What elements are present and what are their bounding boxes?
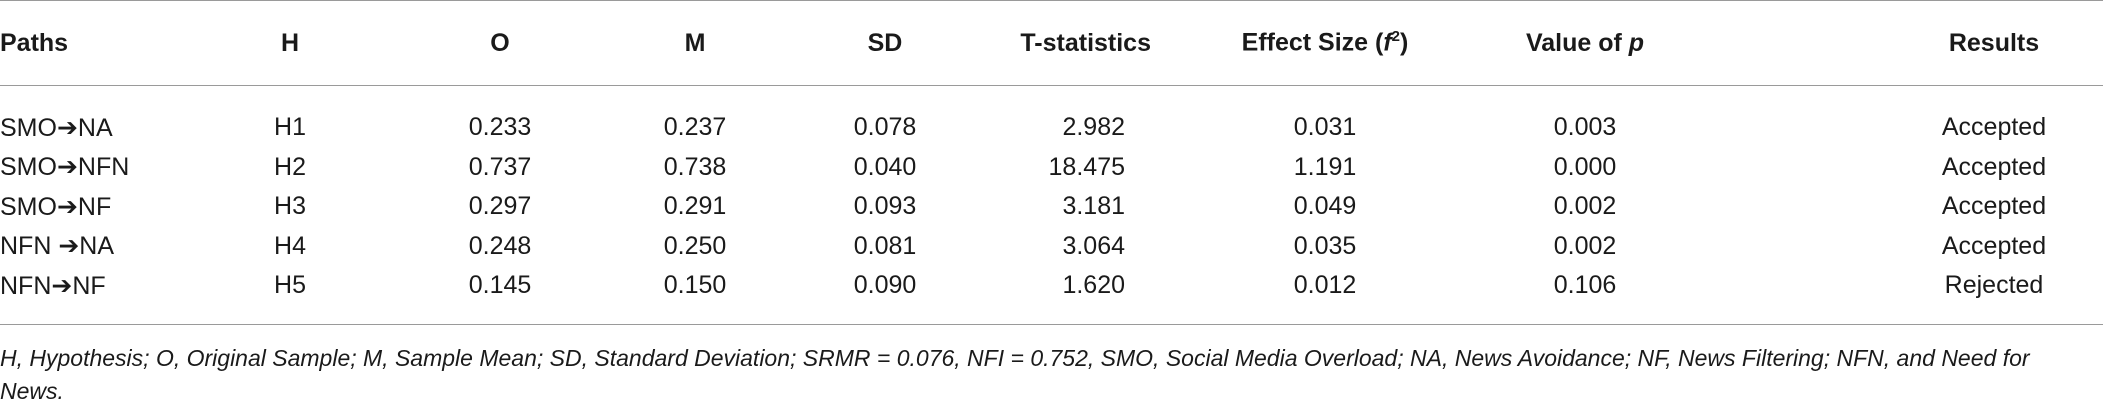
cell-h: H4 xyxy=(274,231,306,260)
cell-t-statistics: 3.064 xyxy=(1062,231,1125,260)
header-m: M xyxy=(560,0,750,86)
cell-path: NFN ➔NA xyxy=(0,227,230,267)
cell-result: Accepted xyxy=(1941,231,2047,260)
results-table: Paths H O M SD T-statistics Effect Size … xyxy=(0,0,2103,325)
cell-effect-size: 0.031 xyxy=(1293,113,1357,142)
path-from: SMO xyxy=(0,113,57,142)
header-t-statistics: T-statistics xyxy=(940,0,1155,86)
path-arrow-icon: ➔ xyxy=(56,113,78,142)
path-from: NFN xyxy=(0,232,59,261)
path-to: NA xyxy=(79,232,115,261)
path-from: SMO xyxy=(0,192,57,221)
cell-t-statistics: 3.181 xyxy=(1062,192,1125,221)
cell-m: 0.237 xyxy=(663,113,727,142)
path-to: NF xyxy=(72,271,106,300)
path-from: SMO xyxy=(0,153,57,182)
cell-h: H3 xyxy=(274,192,306,221)
cell-path: SMO➔NFN xyxy=(0,148,230,188)
table-row: NFN➔NF H5 0.145 0.150 0.090 1.620 0.012 0.106 Re… xyxy=(0,266,2103,325)
cell-t-statistics: 1.620 xyxy=(940,266,1155,325)
cell-m: 0.150 xyxy=(560,266,750,325)
path-to: NFN xyxy=(77,153,130,182)
cell-o: 0.737 xyxy=(468,152,532,181)
path-arrow-icon: ➔ xyxy=(56,192,78,221)
cell-effect-size: 1.191 xyxy=(1293,152,1357,181)
path-arrow-icon: ➔ xyxy=(51,271,73,300)
cell-effect-size: 0.035 xyxy=(1293,231,1357,260)
cell-sd: 0.078 xyxy=(853,113,917,142)
header-effect-size: Effect Size (f2) xyxy=(1155,0,1455,86)
cell-sd: 0.090 xyxy=(750,266,940,325)
header-value-of-p: Value of p xyxy=(1455,0,1685,86)
cell-t-statistics: 2.982 xyxy=(1062,113,1125,142)
cell-t-statistics: 18.475 xyxy=(1048,152,1125,181)
cell-o: 0.248 xyxy=(468,231,532,260)
path-to: NA xyxy=(77,113,113,142)
cell-o: 0.233 xyxy=(468,113,532,142)
cell-value-of-p: 0.002 xyxy=(1553,231,1617,260)
cell-result: Accepted xyxy=(1941,113,2047,142)
cell-value-of-p: 0.106 xyxy=(1455,266,1685,325)
cell-path: SMO➔NA xyxy=(0,86,230,148)
header-paths: Paths xyxy=(0,0,230,86)
cell-m: 0.738 xyxy=(663,152,727,181)
cell-sd: 0.093 xyxy=(853,192,917,221)
table-row: SMO➔NF H3 0.297 0.291 0.093 3.181 0.049 0.002 Ac… xyxy=(0,187,2103,227)
cell-o: 0.145 xyxy=(350,266,560,325)
cell-m: 0.250 xyxy=(663,231,727,260)
cell-h: H1 xyxy=(274,113,306,142)
cell-o: 0.297 xyxy=(468,192,532,221)
cell-effect-size: 0.012 xyxy=(1155,266,1455,325)
cell-result: Accepted xyxy=(1941,152,2047,181)
header-o: O xyxy=(350,0,560,86)
cell-sd: 0.081 xyxy=(853,231,917,260)
cell-sd: 0.040 xyxy=(853,152,917,181)
path-arrow-icon: ➔ xyxy=(58,232,80,261)
header-row: Paths H O M SD T-statistics Effect Size … xyxy=(0,0,2103,86)
cell-result: Rejected xyxy=(1685,266,2103,325)
cell-value-of-p: 0.003 xyxy=(1553,113,1617,142)
cell-value-of-p: 0.000 xyxy=(1553,152,1617,181)
cell-m: 0.291 xyxy=(663,192,727,221)
table-row: NFN ➔NA H4 0.248 0.250 0.081 3.064 0.035 0.002 A… xyxy=(0,227,2103,267)
table-row: SMO➔NA H1 0.233 0.237 0.078 2.982 0.031 0.003 Ac… xyxy=(0,86,2103,148)
path-arrow-icon: ➔ xyxy=(56,153,78,182)
header-h: H xyxy=(230,0,350,86)
header-results: Results xyxy=(1685,0,2103,86)
cell-value-of-p: 0.002 xyxy=(1553,192,1617,221)
cell-effect-size: 0.049 xyxy=(1293,192,1357,221)
path-to: NF xyxy=(77,192,112,221)
table-footnote: H, Hypothesis; O, Original Sample; M, Sa… xyxy=(0,345,2030,404)
cell-h: H2 xyxy=(274,152,306,181)
header-sd: SD xyxy=(750,0,940,86)
path-from: NFN xyxy=(0,271,52,300)
table-row: SMO➔NFN H2 0.737 0.738 0.040 18.475 1.191 0.000… xyxy=(0,148,2103,188)
cell-path: NFN➔NF xyxy=(0,266,230,325)
cell-path: SMO➔NF xyxy=(0,187,230,227)
cell-result: Accepted xyxy=(1941,192,2047,221)
cell-h: H5 xyxy=(230,266,350,325)
